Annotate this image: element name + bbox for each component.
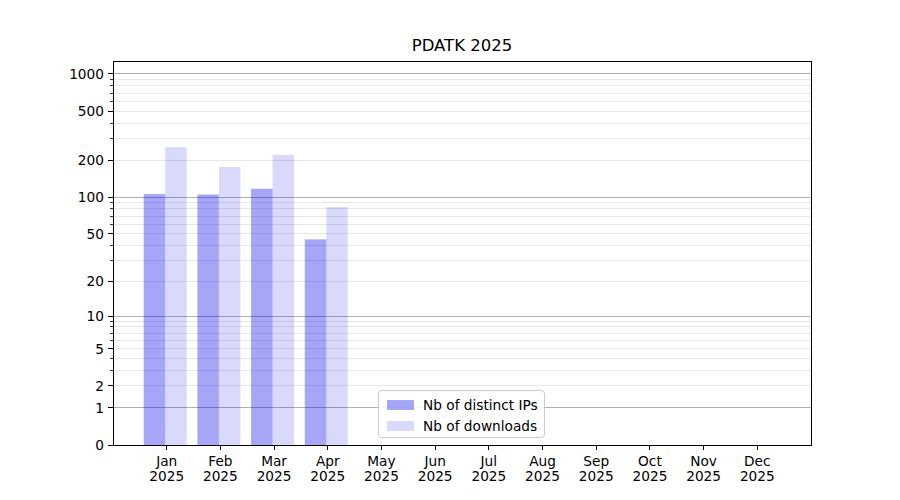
bar xyxy=(219,167,241,445)
y-tick-label: 100 xyxy=(78,189,104,205)
y-tick-label: 0 xyxy=(95,437,104,453)
bar xyxy=(144,194,166,445)
bar xyxy=(273,155,295,445)
x-tick-label-year: 2025 xyxy=(740,468,775,484)
x-tick-label: Jan xyxy=(155,453,177,469)
x-tick-label: Dec xyxy=(744,453,771,469)
x-tick-label-year: 2025 xyxy=(310,468,345,484)
x-tick-label: Oct xyxy=(638,453,662,469)
x-tick-label: Jul xyxy=(480,453,498,469)
bar xyxy=(326,207,348,445)
legend-swatch-distinct-ips xyxy=(387,400,414,410)
y-tick-label: 200 xyxy=(78,152,104,168)
x-tick-label: Nov xyxy=(690,453,717,469)
legend-row-downloads: Nb of downloads xyxy=(379,416,544,437)
x-tick-label: Jun xyxy=(423,453,445,469)
x-tick-label-year: 2025 xyxy=(364,468,399,484)
x-tick-label: Apr xyxy=(316,453,340,469)
bar xyxy=(305,239,327,445)
y-tick-label: 1000 xyxy=(69,66,104,82)
legend-swatch-downloads xyxy=(387,421,414,431)
chart-figure: 01251020501002005001000Jan2025Feb2025Mar… xyxy=(0,0,900,500)
legend-label-distinct-ips: Nb of distinct IPs xyxy=(423,397,538,413)
y-tick-label: 5 xyxy=(95,341,104,357)
x-tick-label-year: 2025 xyxy=(686,468,721,484)
x-tick-label: Feb xyxy=(208,453,232,469)
x-tick-label-year: 2025 xyxy=(471,468,506,484)
y-tick-label: 1 xyxy=(95,400,104,416)
x-tick-label: May xyxy=(367,453,395,469)
x-tick-label: Aug xyxy=(529,453,556,469)
x-tick-label-year: 2025 xyxy=(633,468,668,484)
legend-row-distinct-ips: Nb of distinct IPs xyxy=(379,395,544,416)
legend: Nb of distinct IPs Nb of downloads xyxy=(378,390,545,438)
x-tick-label: Mar xyxy=(261,453,287,469)
x-tick-label-year: 2025 xyxy=(257,468,292,484)
x-tick-label-year: 2025 xyxy=(149,468,184,484)
y-tick-label: 10 xyxy=(87,308,104,324)
bar xyxy=(165,147,187,445)
x-tick-label-year: 2025 xyxy=(579,468,614,484)
y-tick-label: 20 xyxy=(87,273,104,289)
y-tick-label: 500 xyxy=(78,103,104,119)
legend-label-downloads: Nb of downloads xyxy=(423,418,537,434)
chart-title: PDATK 2025 xyxy=(113,37,811,55)
x-tick-label-year: 2025 xyxy=(525,468,560,484)
bar xyxy=(251,189,272,445)
bar xyxy=(197,195,219,445)
x-tick-label: Sep xyxy=(583,453,609,469)
x-tick-label-year: 2025 xyxy=(203,468,238,484)
x-tick-label-year: 2025 xyxy=(418,468,453,484)
y-tick-label: 2 xyxy=(95,378,104,394)
y-tick-label: 50 xyxy=(87,226,104,242)
